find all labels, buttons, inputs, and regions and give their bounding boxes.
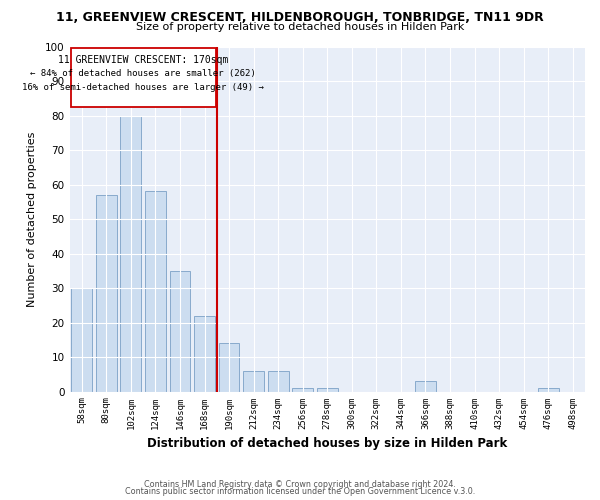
Text: Contains public sector information licensed under the Open Government Licence v.: Contains public sector information licen…	[125, 487, 475, 496]
Text: 16% of semi-detached houses are larger (49) →: 16% of semi-detached houses are larger (…	[22, 82, 264, 92]
Bar	[243, 371, 264, 392]
Bar	[170, 271, 190, 392]
FancyBboxPatch shape	[71, 48, 215, 107]
Bar	[145, 192, 166, 392]
Text: Contains HM Land Registry data © Crown copyright and database right 2024.: Contains HM Land Registry data © Crown c…	[144, 480, 456, 489]
Text: Size of property relative to detached houses in Hilden Park: Size of property relative to detached ho…	[136, 22, 464, 32]
Text: 11, GREENVIEW CRESCENT, HILDENBOROUGH, TONBRIDGE, TN11 9DR: 11, GREENVIEW CRESCENT, HILDENBOROUGH, T…	[56, 11, 544, 24]
Bar	[218, 343, 239, 392]
Bar	[317, 388, 338, 392]
Text: 11 GREENVIEW CRESCENT: 170sqm: 11 GREENVIEW CRESCENT: 170sqm	[58, 55, 229, 65]
Bar	[415, 381, 436, 392]
Text: ← 84% of detached houses are smaller (262): ← 84% of detached houses are smaller (26…	[30, 69, 256, 78]
Bar	[538, 388, 559, 392]
Bar	[71, 288, 92, 392]
Bar	[268, 371, 289, 392]
X-axis label: Distribution of detached houses by size in Hilden Park: Distribution of detached houses by size …	[147, 437, 508, 450]
Bar	[292, 388, 313, 392]
Bar	[96, 195, 117, 392]
Y-axis label: Number of detached properties: Number of detached properties	[26, 132, 37, 306]
Bar	[121, 116, 142, 392]
Bar	[194, 316, 215, 392]
